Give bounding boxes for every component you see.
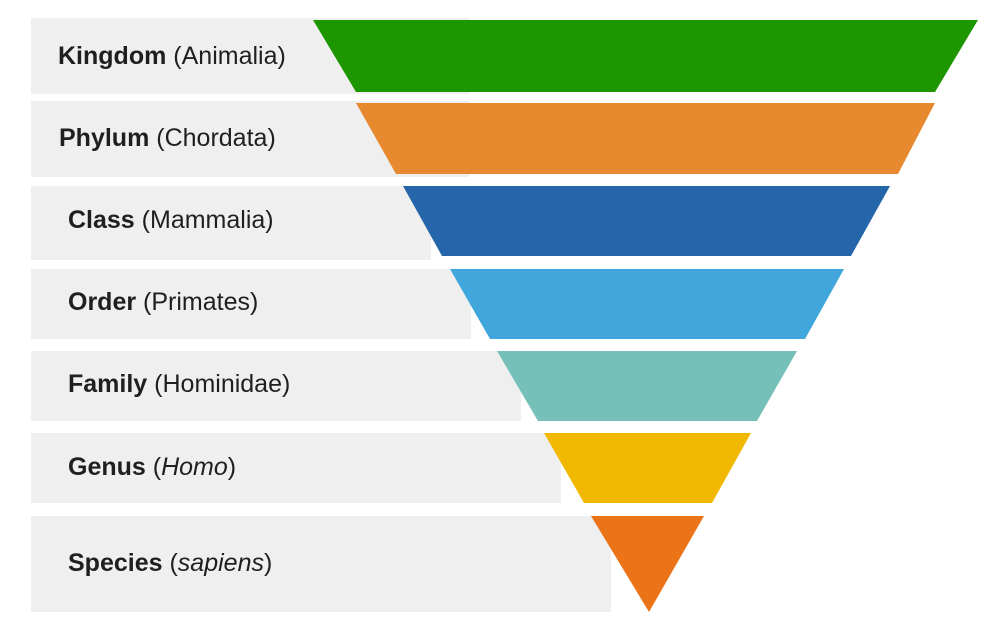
funnel-segment-genus: [544, 433, 751, 503]
level-label-class: Class (Mammalia): [68, 208, 274, 233]
funnel-segment-species: [591, 516, 704, 612]
funnel-segment-kingdom: [313, 20, 978, 92]
rank-name: Kingdom: [58, 42, 167, 70]
taxon-name: Mammalia: [150, 206, 266, 234]
label-band-order: [31, 269, 471, 339]
rank-name: Species: [68, 549, 163, 577]
level-label-kingdom: Kingdom (Animalia): [58, 44, 286, 69]
label-band-species: [31, 516, 611, 612]
label-band-class: [31, 186, 431, 260]
rank-name: Genus: [68, 453, 146, 481]
taxon-name: Primates: [151, 288, 251, 316]
funnel-segment-family: [497, 351, 797, 421]
rank-name: Phylum: [59, 124, 150, 152]
level-label-genus: Genus (Homo): [68, 455, 236, 480]
label-band-genus: [31, 433, 561, 503]
funnel-segment-class: [403, 186, 890, 256]
taxon-name: Animalia: [181, 42, 278, 70]
rank-name: Class: [68, 206, 135, 234]
level-label-phylum: Phylum (Chordata): [59, 126, 276, 151]
level-label-family: Family (Hominidae): [68, 372, 290, 397]
taxon-wrapper: (Mammalia): [141, 206, 274, 234]
taxon-wrapper: (Primates): [143, 288, 259, 316]
rank-name: Order: [68, 288, 137, 316]
taxon-name: sapiens: [177, 549, 264, 577]
funnel-segment-phylum: [356, 103, 935, 174]
funnel-segment-order: [450, 269, 844, 339]
level-label-species: Species (sapiens): [68, 551, 272, 576]
taxon-wrapper: (Chordata): [156, 124, 276, 152]
taxon-name: Hominidae: [162, 370, 282, 398]
taxon-name: Chordata: [164, 124, 268, 152]
rank-name: Family: [68, 370, 148, 398]
taxon-wrapper: (Homo): [152, 453, 237, 481]
taxon-wrapper: (Animalia): [173, 42, 286, 70]
taxon-wrapper: (Hominidae): [154, 370, 291, 398]
label-band-family: [31, 351, 521, 421]
taxon-name: Homo: [161, 453, 228, 481]
level-label-order: Order (Primates): [68, 290, 258, 315]
taxon-wrapper: (sapiens): [169, 549, 273, 577]
